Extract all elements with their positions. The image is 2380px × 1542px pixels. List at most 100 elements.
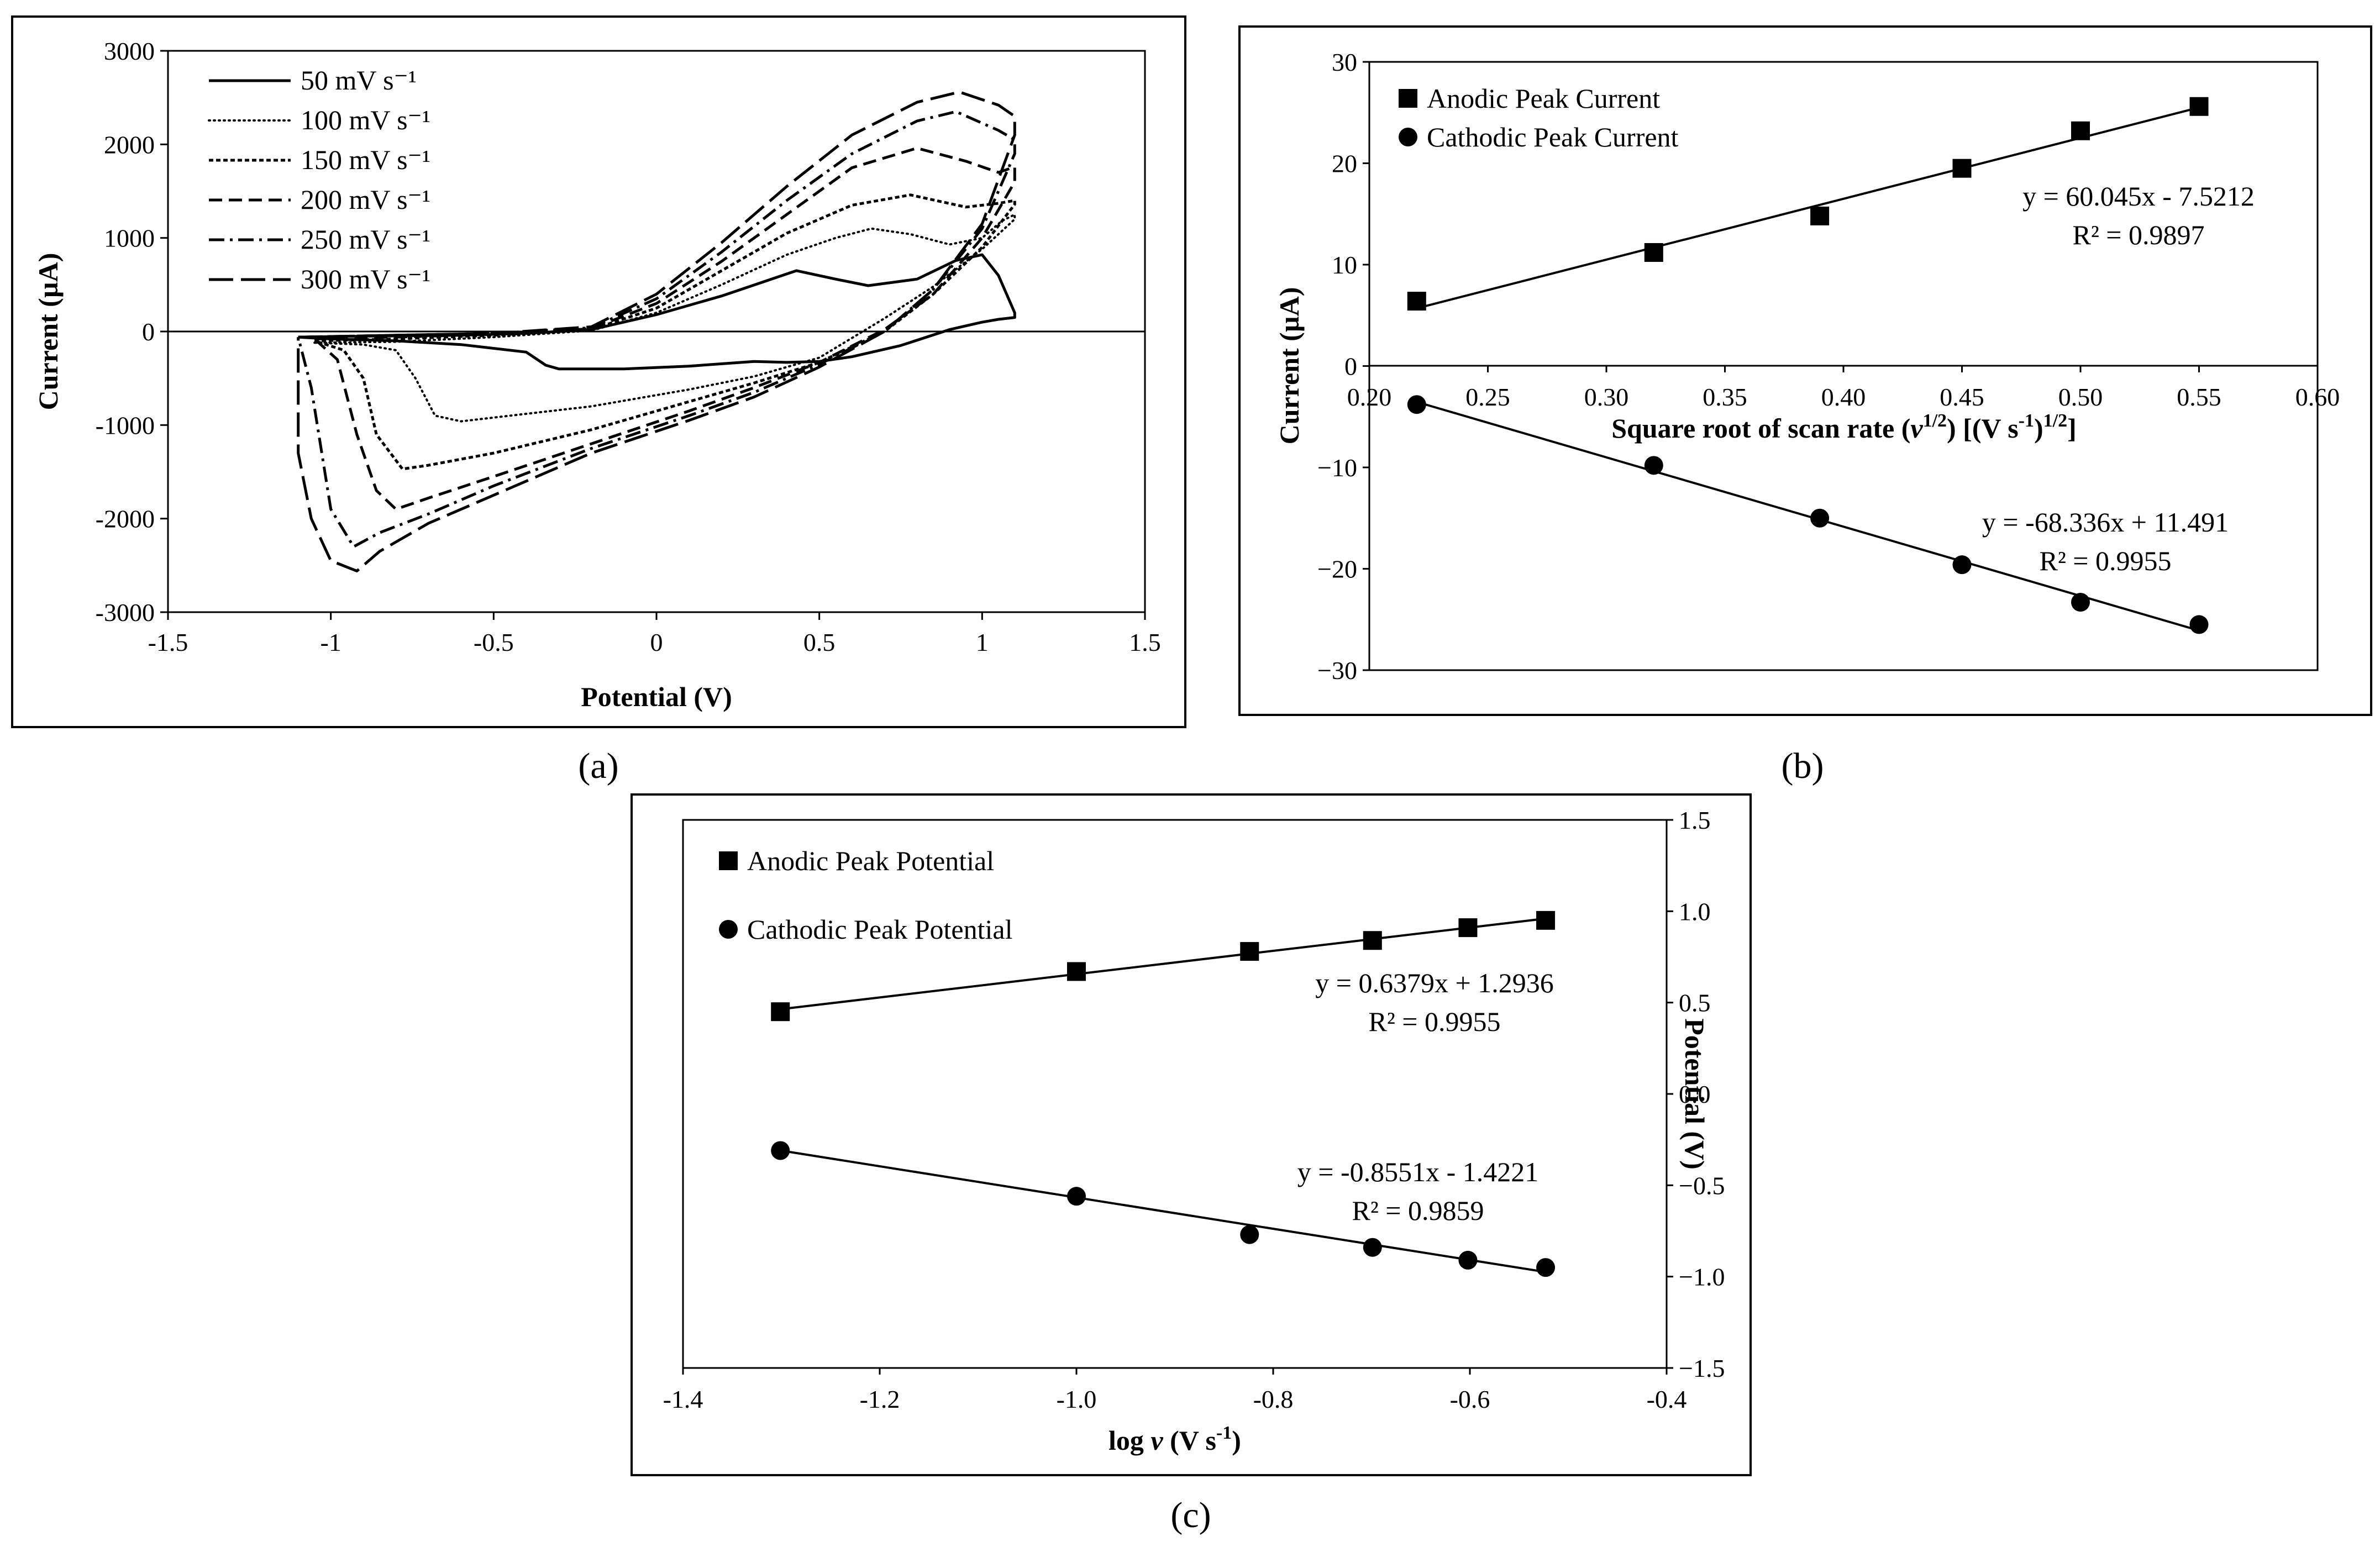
cv-curve-4 <box>313 146 1016 511</box>
panel-c-x-axis-title: log v (V s-1) <box>1108 1423 1241 1456</box>
cathodic-data-point <box>771 1141 790 1160</box>
anodic-data-point <box>1458 918 1478 938</box>
cathodic-data-point <box>1458 1250 1478 1270</box>
y-tick-label: -2000 <box>96 505 155 533</box>
panel-b-legend: Anodic Peak Current Cathodic Peak Current <box>1399 83 1679 152</box>
cathodic-data-point <box>1363 1238 1382 1257</box>
panel-c-caption: (c) <box>1170 1495 1211 1535</box>
panel-a-series <box>297 91 1016 572</box>
y-tick-label: 30 <box>1332 48 1357 76</box>
panel-a-frame <box>11 15 1186 728</box>
y-tick-label: −0.5 <box>1679 1171 1725 1199</box>
panel-a-x-ticks: -1.5 -1 -0.5 0 0.5 1 1.5 <box>148 612 1161 656</box>
y-tick-label: 0 <box>142 318 155 346</box>
x-tick-label: 0.45 <box>1940 383 1984 411</box>
y-tick-label: 3000 <box>104 37 155 65</box>
x-tick-label: 0.20 <box>1347 383 1392 411</box>
panel-b-caption: (b) <box>1782 746 1824 786</box>
cathodic-data-point <box>2189 615 2209 634</box>
anodic-data-point <box>1536 911 1556 930</box>
panel-c: -1.4 -1.2 -1.0 -0.8 -0.6 -0.4 −1.5 −1.0 −0.5 0.0… <box>631 793 1752 1535</box>
anodic-data-point <box>2071 121 2090 140</box>
legend-circle-marker <box>1399 128 1417 146</box>
x-tick-label: 0.30 <box>1584 383 1629 411</box>
cv-curve-6 <box>297 91 1016 572</box>
x-tick-label: -0.6 <box>1450 1385 1490 1413</box>
cathodic-data-point <box>1644 456 1663 475</box>
panel-b-cathodic-fit-equation: y = -68.336x + 11.491 <box>1982 507 2229 538</box>
panel-b-frame <box>1238 25 2372 716</box>
fit-line-cathodic <box>1416 401 2200 632</box>
legend-label-1: 50 mV s⁻¹ <box>301 65 417 96</box>
panel-c-y-ticks: −1.5 −1.0 −0.5 0.0 0.5 1.0 1.5 <box>1667 806 1725 1382</box>
x-tick-label: -1.5 <box>148 628 188 656</box>
anodic-data-point <box>1240 942 1259 961</box>
legend-label-cathodic: Cathodic Peak Current <box>1427 122 1679 152</box>
legend-label-anodic: Anodic Peak Potential <box>747 845 994 876</box>
y-tick-label: 1000 <box>104 224 155 252</box>
panel-c-legend: Anodic Peak Potential Cathodic Peak Poten… <box>719 845 1012 945</box>
panel-a-y-ticks: -3000 -2000 -1000 0 1000 2000 3000 <box>96 37 168 627</box>
cv-curve-5 <box>297 110 1016 548</box>
legend-label-3: 150 mV s⁻¹ <box>301 144 430 175</box>
y-tick-label: 0 <box>1344 352 1357 381</box>
x-tick-label: -1.2 <box>860 1385 900 1413</box>
y-tick-label: 1.5 <box>1679 806 1711 834</box>
panel-c-cathodic-fit-r2: R² = 0.9859 <box>1352 1195 1484 1226</box>
cv-curve-3 <box>314 193 1016 471</box>
legend-square-marker <box>1399 89 1417 108</box>
fit-line-anodic <box>780 917 1546 1011</box>
x-tick-label: 0.25 <box>1465 383 1510 411</box>
panel-c-y-axis-title: Potential (V) <box>1679 1018 1710 1170</box>
cathodic-data-point <box>1810 508 1830 528</box>
x-tick-label: 0.50 <box>2058 383 2103 411</box>
y-tick-label: 0.5 <box>1679 989 1711 1017</box>
anodic-data-point <box>1952 159 1972 178</box>
panel-b-anodic-fit-equation: y = 60.045x - 7.5212 <box>2022 181 2255 212</box>
y-tick-label: −1.5 <box>1679 1354 1725 1382</box>
y-tick-label: 1.0 <box>1679 897 1711 925</box>
cv-curve-1 <box>298 253 1016 371</box>
x-tick-label: -1 <box>321 628 341 656</box>
cathodic-data-point <box>1407 395 1426 414</box>
x-tick-label: 1 <box>976 628 989 656</box>
panel-a: -1.5 -1 -0.5 0 0.5 1 1.5 -3000 -2000 -1000 0 1000 2… <box>11 15 1186 786</box>
legend-label-5: 250 mV s⁻¹ <box>301 224 430 255</box>
panel-c-x-ticks: -1.4 -1.2 -1.0 -0.8 -0.6 -0.4 <box>663 1368 1687 1413</box>
y-tick-label: −30 <box>1317 656 1357 685</box>
x-tick-label: 0.55 <box>2177 383 2221 411</box>
panel-b-anodic-fit-r2: R² = 0.9897 <box>2072 219 2204 250</box>
y-tick-label: 2000 <box>104 130 155 159</box>
legend-circle-marker <box>719 920 738 939</box>
anodic-data-point <box>771 1002 790 1022</box>
panel-a-x-axis-title: Potential (V) <box>581 681 732 712</box>
panel-b-series <box>1407 97 2209 634</box>
panel-a-legend: 50 mV s⁻¹ 100 mV s⁻¹ 150 mV s⁻¹ 200 mV s⁻¹ 2… <box>208 65 430 294</box>
x-tick-label: -0.8 <box>1253 1385 1294 1413</box>
panel-b-y-ticks: −30 −20 −10 0 10 20 30 <box>1317 48 1369 685</box>
panel-c-anodic-fit-equation: y = 0.6379x + 1.2936 <box>1315 967 1553 998</box>
cathodic-data-point <box>1536 1258 1556 1277</box>
anodic-data-point <box>1407 292 1426 311</box>
cv-curve-2 <box>313 213 1016 423</box>
panel-a-y-axis-title: Current (µA) <box>33 253 64 411</box>
legend-label-4: 200 mV s⁻¹ <box>301 184 430 215</box>
x-tick-label: 0.40 <box>1821 383 1866 411</box>
x-tick-label: 0 <box>650 628 663 656</box>
panel-c-frame <box>631 793 1752 1476</box>
y-tick-label: -1000 <box>96 411 155 439</box>
y-tick-label: -3000 <box>96 598 155 627</box>
cathodic-data-point <box>2071 593 2090 612</box>
x-tick-label: -0.5 <box>474 628 514 656</box>
x-tick-label: 0.35 <box>1703 383 1747 411</box>
anodic-data-point <box>2189 97 2209 116</box>
anodic-data-point <box>1810 206 1830 225</box>
y-tick-label: −10 <box>1317 454 1357 482</box>
panel-b-y-axis-title: Current (µA) <box>1274 287 1305 445</box>
legend-label-anodic: Anodic Peak Current <box>1427 83 1660 114</box>
y-tick-label: −1.0 <box>1679 1263 1725 1291</box>
panel-b-x-ticks: 0.20 0.25 0.30 0.35 0.40 0.45 0.50 0.55 0.60 <box>1347 366 2340 411</box>
anodic-data-point <box>1644 243 1663 262</box>
cathodic-data-point <box>1952 555 1972 575</box>
y-tick-label: 10 <box>1332 251 1357 279</box>
